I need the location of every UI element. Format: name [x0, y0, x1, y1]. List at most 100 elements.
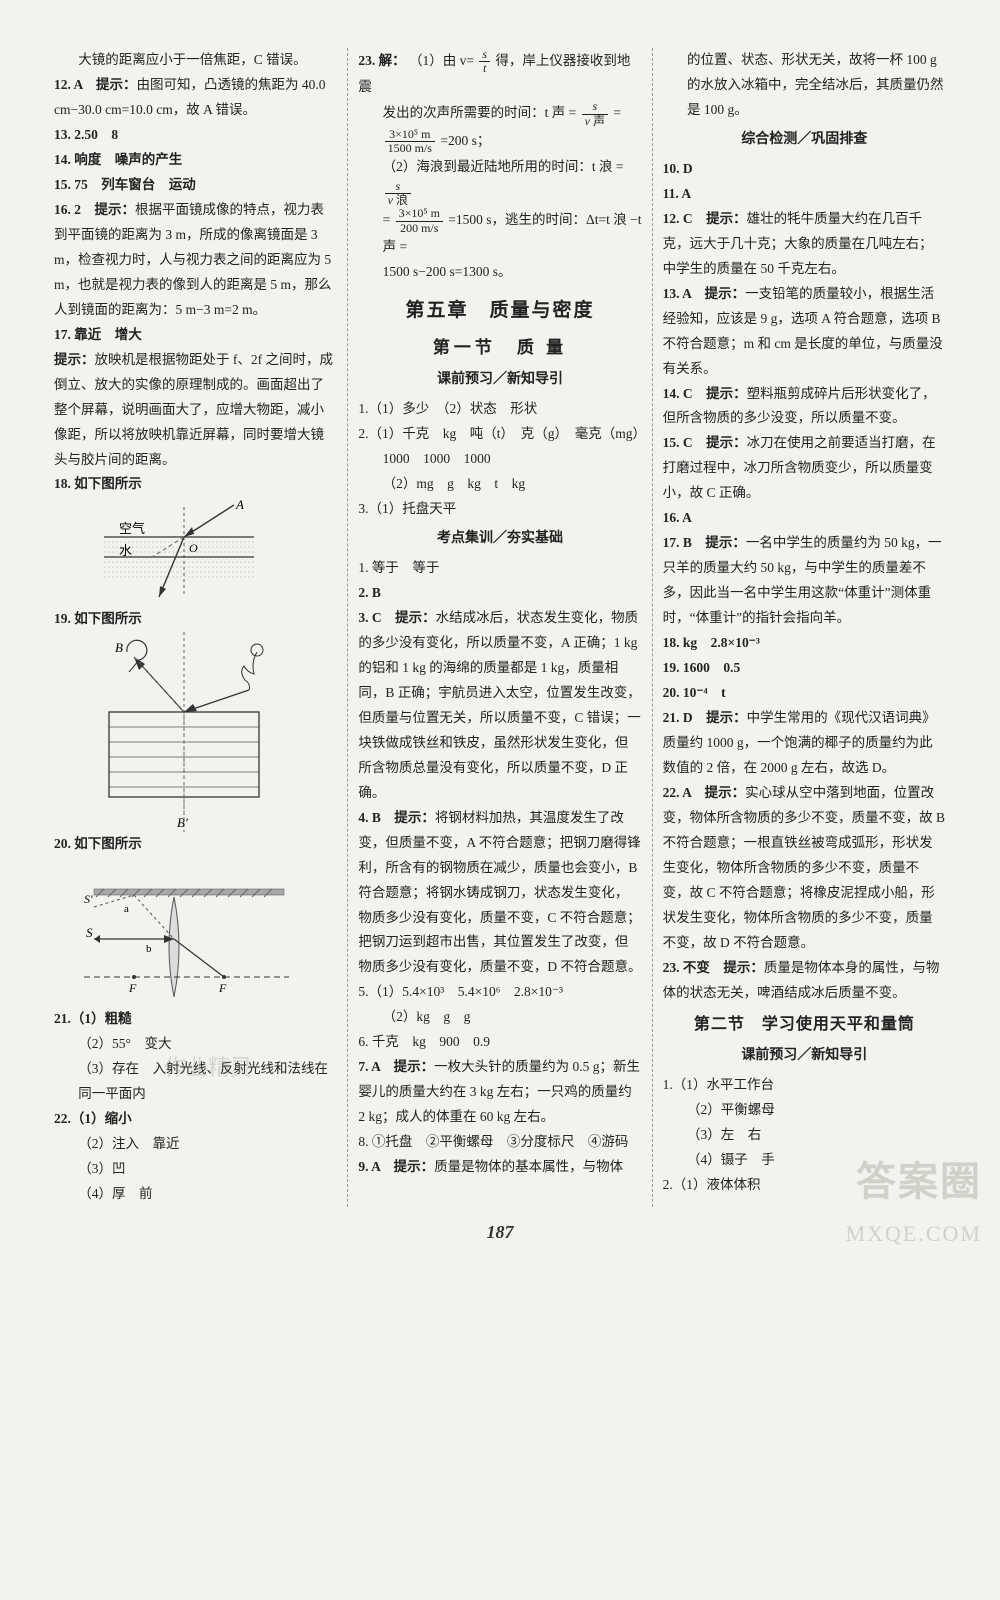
answer-head: 21. D 提示：	[663, 710, 747, 725]
text: 12. A 提示：由图可知，凸透镜的焦距为 40.0 cm−30.0 cm=10…	[54, 73, 337, 123]
svg-text:A: A	[235, 497, 244, 512]
svg-text:S: S	[86, 925, 93, 940]
answer-head: 22. A 提示：	[663, 785, 746, 800]
svg-text:S': S'	[84, 892, 93, 906]
text: 1.（1）多少 （2）状态 形状	[358, 397, 641, 422]
text: 6. 千克 kg 900 0.9	[358, 1030, 641, 1055]
text: 7. A 提示：一枚大头针的质量约为 0.5 g；新生婴儿的质量大约在 3 kg…	[358, 1055, 641, 1130]
text: 放映机是根据物距处于 f、2f 之间时，成倒立、放大的实像的原理制成的。画面超出…	[54, 352, 333, 467]
text: 5.（1）5.4×10³ 5.4×10⁶ 2.8×10⁻³	[358, 980, 641, 1005]
text: 14. 响度 噪声的产生	[54, 148, 337, 173]
answer-head: 17. B 提示：	[663, 535, 746, 550]
text: （1）由 v=	[409, 53, 474, 68]
svg-text:a: a	[124, 903, 129, 915]
text: 大镜的距离应小于一倍焦距，C 错误。	[54, 48, 337, 73]
answer-head: 9. A 提示：	[358, 1159, 434, 1174]
text: 3. C 提示：水结成冰后，状态发生变化，物质的多少没有变化，所以质量不变，A …	[358, 606, 641, 806]
answer-head: 17. 靠近 增大	[54, 327, 142, 342]
text: 14. C 提示：塑料瓶剪成碎片后形状变化了，但所含物质的多少没变，所以质量不变…	[663, 382, 946, 432]
section-title: 第一节 质 量	[358, 332, 641, 363]
text: （3）左 右	[663, 1123, 946, 1148]
fraction: sv 声	[582, 100, 608, 127]
figure-19: B B'	[79, 632, 289, 832]
answer-head: 16. 2 提示：	[54, 202, 135, 217]
fraction: sv 浪	[385, 180, 411, 207]
svg-text:B: B	[115, 640, 123, 655]
text: 9. A 提示：质量是物体的基本属性，与物体	[358, 1155, 641, 1180]
text: 19. 1600 0.5	[663, 656, 946, 681]
answer-head: 7. A 提示：	[358, 1059, 434, 1074]
column-1: 大镜的距离应小于一倍焦距，C 错误。 12. A 提示：由图可知，凸透镜的焦距为…	[44, 48, 347, 1207]
text: 13. 2.50 8	[54, 123, 337, 148]
answer-head: 12. C 提示：	[663, 211, 747, 226]
text: 的位置、状态、形状无关，故将一杯 100 g 的水放入冰箱中，完全结冰后，其质量…	[663, 48, 946, 123]
answer-head: 13. A 提示：	[663, 286, 746, 301]
answer-head: 提示：	[54, 352, 95, 367]
fraction: 3×10⁵ m1500 m/s	[385, 128, 435, 155]
text: 2.（1）千克 kg 吨（t） 克（g） 毫克（mg）	[358, 422, 641, 447]
text: 15. 75 列车窗台 运动	[54, 173, 337, 198]
text: 将钢材料加热，其温度发生了改变，但质量不变，A 不符合题意；把钢刀磨得锋利，所含…	[358, 810, 641, 975]
text: 22.（1）缩小	[54, 1107, 337, 1132]
sub-heading: 考点集训／夯实基础	[358, 526, 641, 552]
text: 16. 2 提示：根据平面镜成像的特点，视力表到平面镜的距离为 3 m，所成的像…	[54, 198, 337, 323]
text: （2）海浪到最近陆地所用的时间：t 浪 =	[383, 159, 624, 174]
svg-text:b: b	[146, 943, 152, 955]
text: 2. B	[358, 581, 641, 606]
section-title: 第二节 学习使用天平和量筒	[663, 1010, 946, 1040]
text: 17. 靠近 增大	[54, 323, 337, 348]
text: 17. B 提示：一名中学生的质量约为 50 kg，一只羊的质量大约 50 kg…	[663, 531, 946, 631]
watermark-sub: MXQE.COM	[846, 1221, 982, 1247]
answer-head: 15. C 提示：	[663, 435, 747, 450]
svg-text:水: 水	[119, 543, 132, 558]
svg-text:F: F	[218, 981, 227, 995]
answer-head: 3. C 提示：	[358, 610, 435, 625]
text: 11. A	[663, 182, 946, 207]
answer-head: 12. A 提示：	[54, 77, 137, 92]
text: （4）厚 前	[54, 1182, 337, 1207]
sub-heading: 综合检测／巩固排查	[663, 127, 946, 153]
text: （2）平衡螺母	[663, 1098, 946, 1123]
text: 实心球从空中落到地面，位置改变，物体所含物质的多少不变，质量不变，故 B 不符合…	[663, 785, 945, 950]
text: 提示：放映机是根据物距处于 f、2f 之间时，成倒立、放大的实像的原理制成的。画…	[54, 348, 337, 473]
text: 18. kg 2.8×10⁻³	[663, 631, 946, 656]
text: （3）凹	[54, 1157, 337, 1182]
column-2: 23. 解： （1）由 v= st 得，岸上仪器接收到地震 发出的次声所需要的时…	[347, 48, 651, 1207]
text: =200 s；	[440, 133, 490, 148]
fraction: st	[479, 48, 490, 75]
text: 1. 等于 等于	[358, 556, 641, 581]
text: 13. A 提示：一支铅笔的质量较小，根据生活经验知，应该是 9 g，选项 A …	[663, 282, 946, 382]
text: 1000 1000 1000	[358, 447, 641, 472]
text: 22. A 提示：实心球从空中落到地面，位置改变，物体所含物质的多少不变，质量不…	[663, 781, 946, 956]
chapter-title: 第五章 质量与密度	[358, 293, 641, 328]
text: 发出的次声所需要的时间：t 声 =	[383, 105, 577, 120]
text: 20. 如下图所示	[54, 832, 337, 857]
text: 根据平面镜成像的特点，视力表到平面镜的距离为 3 m，所成的像离镜面是 3 m，…	[54, 202, 332, 317]
text: 15. C 提示：冰刀在使用之前要适当打磨，在打磨过程中，冰刀所含物质变少，所以…	[663, 431, 946, 506]
text: 3.（1）托盘天平	[358, 497, 641, 522]
text: 21.（1）粗糙	[54, 1007, 337, 1032]
answer-head: 23. 解：	[358, 53, 405, 68]
text: 21. D 提示：中学生常用的《现代汉语词典》质量约 1000 g，一个饱满的椰…	[663, 706, 946, 781]
text: 23. 解： （1）由 v= st 得，岸上仪器接收到地震	[358, 48, 641, 100]
text: 1.（1）水平工作台	[663, 1073, 946, 1098]
text: 16. A	[663, 506, 946, 531]
text: （2）kg g g	[358, 1005, 641, 1030]
text: 23. 不变 提示：质量是物体本身的属性，与物体的状态无关，啤酒结成冰后质量不变…	[663, 956, 946, 1006]
svg-text:空气: 空气	[119, 521, 145, 536]
text: 4. B 提示：将钢材料加热，其温度发生了改变，但质量不变，A 不符合题意；把钢…	[358, 806, 641, 981]
equation: = 3×10⁵ m200 m/s =1500 s，逃生的时间：Δt=t 浪 −t…	[358, 207, 641, 259]
equation: 3×10⁵ m1500 m/s =200 s；	[358, 128, 641, 155]
text: 8. ①托盘 ②平衡螺母 ③分度标尺 ④游码	[358, 1130, 641, 1155]
text: 水结成冰后，状态发生变化，物质的多少没有变化，所以质量不变，A 正确；1 kg …	[358, 610, 640, 800]
text: （2）海浪到最近陆地所用的时间：t 浪 = sv 浪	[358, 155, 641, 207]
text: 质量是物体的基本属性，与物体	[434, 1159, 623, 1174]
figure-18: A O 空气 水	[84, 497, 284, 607]
text: 12. C 提示：雄壮的牦牛质量大约在几百千克，远大于几十克；大象的质量在几吨左…	[663, 207, 946, 282]
sub-heading: 课前预习／新知导引	[358, 367, 641, 393]
text: 20. 10⁻⁴ t	[663, 681, 946, 706]
text: 10. D	[663, 157, 946, 182]
column-3: 的位置、状态、形状无关，故将一杯 100 g 的水放入冰箱中，完全结冰后，其质量…	[652, 48, 956, 1207]
text: 1500 s−200 s=1300 s。	[358, 260, 641, 285]
svg-text:F: F	[128, 981, 137, 995]
